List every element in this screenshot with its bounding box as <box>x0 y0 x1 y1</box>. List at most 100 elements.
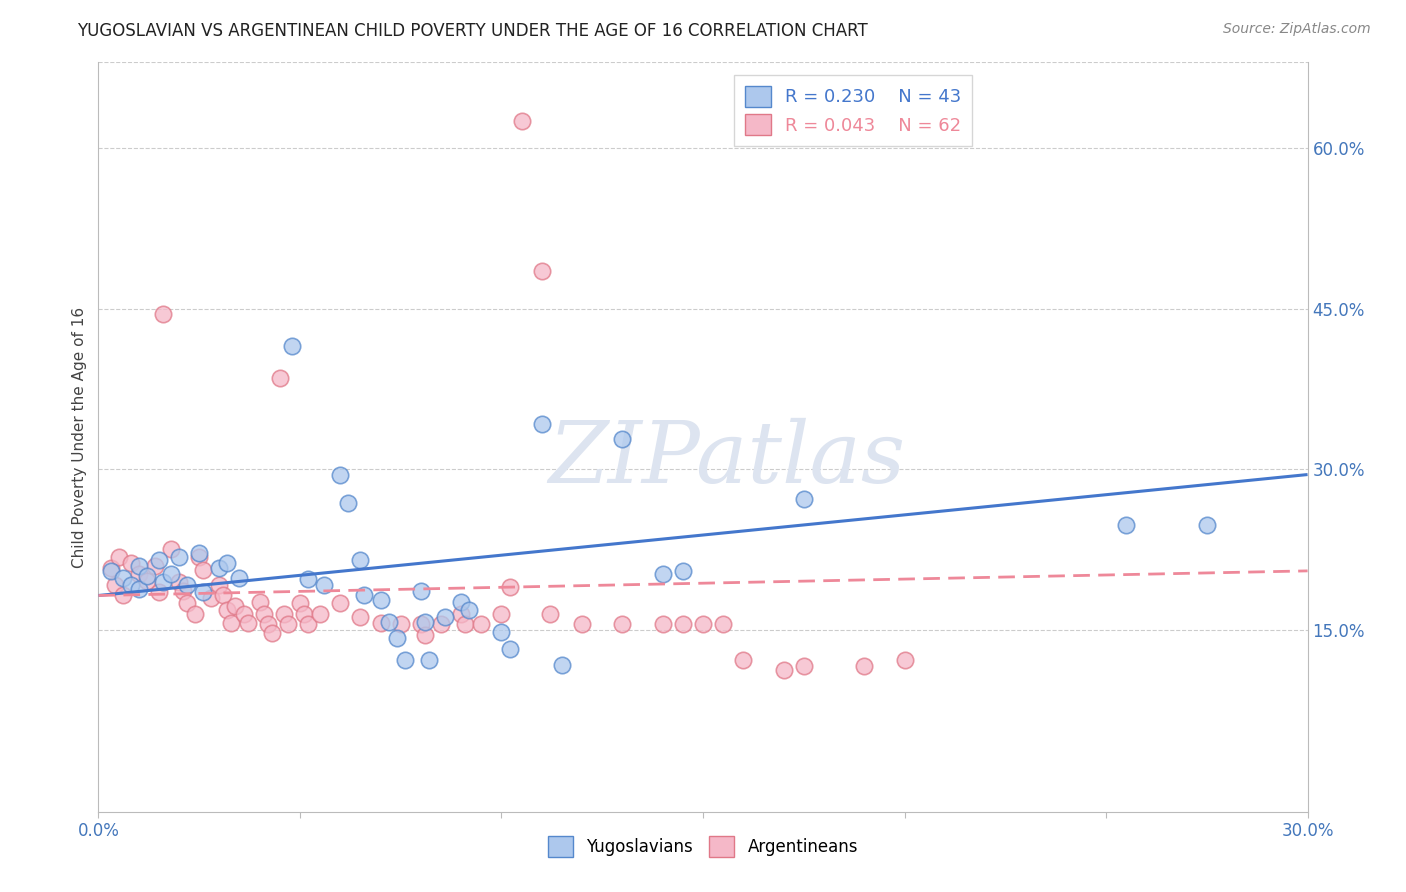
Point <box>297 573 319 587</box>
Point <box>152 574 174 589</box>
Point <box>253 607 276 621</box>
Point <box>256 617 278 632</box>
Point <box>292 607 315 621</box>
Point <box>1195 517 1218 532</box>
Point <box>418 653 440 667</box>
Point <box>212 589 235 603</box>
Point <box>128 558 150 573</box>
Point <box>377 615 399 630</box>
Point <box>571 617 593 632</box>
Point <box>208 560 231 574</box>
Point <box>458 603 481 617</box>
Point <box>107 549 129 564</box>
Point <box>793 659 815 673</box>
Text: Source: ZipAtlas.com: Source: ZipAtlas.com <box>1223 22 1371 37</box>
Point <box>491 624 513 639</box>
Point <box>551 658 574 673</box>
Text: YUGOSLAVIAN VS ARGENTINEAN CHILD POVERTY UNDER THE AGE OF 16 CORRELATION CHART: YUGOSLAVIAN VS ARGENTINEAN CHILD POVERTY… <box>77 22 868 40</box>
Point <box>135 574 157 588</box>
Point <box>409 584 432 599</box>
Point <box>893 653 915 667</box>
Point <box>651 617 673 632</box>
Point <box>309 607 332 621</box>
Point <box>260 626 283 640</box>
Point <box>224 599 246 614</box>
Point <box>188 549 211 564</box>
Point <box>167 574 190 589</box>
Point <box>672 617 695 632</box>
Point <box>148 585 170 599</box>
Text: ZIPatlas: ZIPatlas <box>548 418 905 501</box>
Point <box>143 558 166 573</box>
Point <box>430 617 453 632</box>
Point <box>470 617 492 632</box>
Point <box>353 589 375 603</box>
Point <box>172 584 194 599</box>
Point <box>249 595 271 609</box>
Legend: Yugoslavians, Argentineans: Yugoslavians, Argentineans <box>541 830 865 863</box>
Point <box>394 653 416 667</box>
Point <box>413 615 436 630</box>
Point <box>167 549 190 564</box>
Point <box>454 617 477 632</box>
Point <box>100 564 122 578</box>
Point <box>385 632 408 646</box>
Point <box>612 617 634 632</box>
Point <box>733 653 755 667</box>
Point <box>193 585 215 599</box>
Point <box>450 607 472 621</box>
Point <box>329 467 352 482</box>
Point <box>530 417 553 432</box>
Point <box>273 607 295 621</box>
Point <box>498 580 520 594</box>
Point <box>349 553 371 567</box>
Point <box>120 557 142 571</box>
Point <box>111 571 134 585</box>
Point <box>188 546 211 560</box>
Point <box>160 567 183 582</box>
Point <box>793 492 815 507</box>
Point <box>297 617 319 632</box>
Point <box>370 616 392 631</box>
Point <box>491 607 513 621</box>
Point <box>314 578 336 592</box>
Point <box>711 617 734 632</box>
Point <box>498 642 520 657</box>
Point <box>232 607 254 621</box>
Point <box>221 616 243 631</box>
Point <box>510 114 533 128</box>
Point <box>193 563 215 577</box>
Point <box>152 307 174 321</box>
Point <box>176 578 198 592</box>
Y-axis label: Child Poverty Under the Age of 16: Child Poverty Under the Age of 16 <box>72 307 87 567</box>
Point <box>413 628 436 642</box>
Point <box>184 607 207 621</box>
Point <box>672 564 695 578</box>
Point <box>269 371 291 385</box>
Point <box>772 664 794 678</box>
Point <box>409 617 432 632</box>
Point <box>530 264 553 278</box>
Point <box>160 542 183 557</box>
Point <box>538 607 561 621</box>
Point <box>100 560 122 574</box>
Point <box>651 567 673 582</box>
Point <box>236 616 259 631</box>
Point <box>135 569 157 583</box>
Point <box>277 617 299 632</box>
Point <box>176 596 198 610</box>
Point <box>337 496 360 510</box>
Point <box>200 591 222 605</box>
Point <box>103 578 125 592</box>
Point <box>288 596 311 610</box>
Point <box>389 617 412 632</box>
Point <box>217 603 239 617</box>
Point <box>692 617 714 632</box>
Point <box>349 610 371 624</box>
Point <box>434 610 457 624</box>
Point <box>128 582 150 596</box>
Point <box>612 432 634 446</box>
Point <box>120 578 142 592</box>
Point <box>329 596 352 610</box>
Point <box>217 557 239 571</box>
